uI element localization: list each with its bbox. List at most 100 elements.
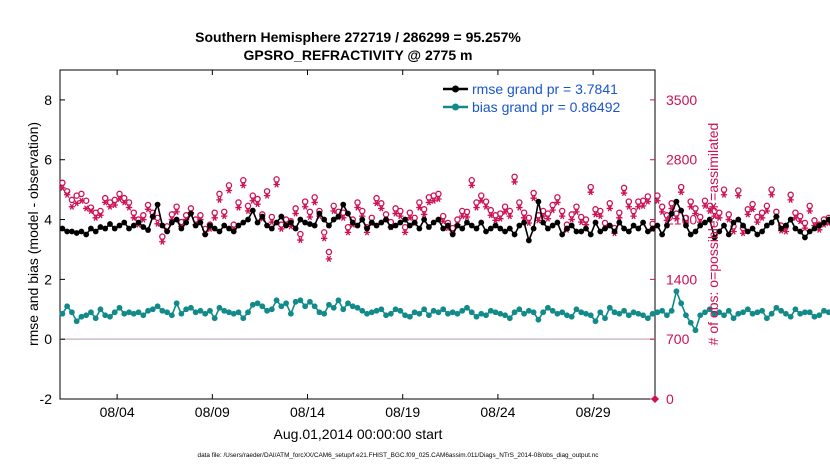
bias-point bbox=[202, 310, 209, 317]
legend-rmse-marker bbox=[452, 85, 459, 93]
obs-assimilated-point bbox=[549, 207, 556, 214]
y-left-tick-label: 4 bbox=[44, 212, 52, 228]
bias-point bbox=[145, 307, 151, 314]
obs-possible-point bbox=[263, 188, 271, 195]
obs-assimilated-point bbox=[406, 214, 414, 221]
plot-frame bbox=[59, 69, 656, 400]
bias-point bbox=[126, 309, 132, 316]
bias-point bbox=[816, 312, 823, 319]
bias-point bbox=[768, 310, 775, 317]
obs-possible-point bbox=[373, 194, 380, 202]
bias-point bbox=[340, 306, 347, 313]
rmse-point bbox=[178, 225, 185, 232]
obs-possible-point bbox=[768, 186, 775, 193]
obs-assimilated-point bbox=[597, 213, 604, 220]
obs-assimilated-point bbox=[306, 213, 314, 221]
bias-point bbox=[659, 307, 666, 314]
rmse-point bbox=[411, 219, 418, 226]
rmse-point bbox=[216, 228, 223, 235]
rmse-point bbox=[687, 231, 694, 238]
bias-point bbox=[759, 307, 765, 314]
obs-possible-point bbox=[549, 201, 556, 209]
chart-title: Southern Hemisphere 272719 / 286299 = 95… bbox=[195, 29, 521, 45]
rmse-point bbox=[183, 219, 190, 226]
bias-point bbox=[578, 309, 585, 316]
bias-point bbox=[478, 310, 485, 317]
rmse-point bbox=[611, 228, 618, 235]
bias-point bbox=[64, 303, 71, 310]
bias-point bbox=[373, 307, 380, 314]
obs-assimilated-point bbox=[763, 207, 771, 215]
x-tick-label: 08/24 bbox=[480, 404, 515, 420]
obs-assimilated-point bbox=[497, 215, 504, 222]
obs-possible-point bbox=[382, 211, 390, 218]
bias-point bbox=[173, 300, 180, 307]
obs-assimilated-point bbox=[720, 191, 728, 198]
rmse-point bbox=[502, 228, 508, 235]
obs-possible-point bbox=[530, 189, 537, 197]
rmse-point bbox=[783, 222, 789, 229]
obs-assimilated-point bbox=[106, 203, 114, 210]
rmse-point bbox=[778, 225, 785, 232]
rmse-point bbox=[287, 219, 294, 226]
obs-assimilated-point bbox=[482, 203, 490, 210]
obs-assimilated-point bbox=[511, 178, 518, 186]
obs-possible-point bbox=[520, 209, 528, 216]
rmse-point bbox=[359, 216, 366, 223]
obs-possible-point bbox=[216, 190, 223, 198]
obs-possible-point bbox=[268, 213, 276, 221]
rmse-point bbox=[787, 216, 794, 223]
obs-possible-point bbox=[501, 203, 509, 210]
rmse-point bbox=[506, 225, 513, 232]
rmse-point bbox=[649, 225, 656, 232]
bias-point bbox=[497, 310, 504, 317]
bias-point bbox=[226, 309, 232, 316]
bias-point bbox=[568, 313, 575, 320]
legend: rmse grand pr = 3.7841 bias grand pr = 0… bbox=[443, 81, 620, 115]
rmse-point bbox=[392, 222, 399, 229]
rmse-point bbox=[97, 224, 104, 230]
rmse-point bbox=[83, 231, 90, 238]
rmse-point bbox=[754, 231, 761, 238]
y-right-tick-label: 1400 bbox=[666, 271, 697, 287]
rmse-point bbox=[92, 228, 99, 235]
rmse-point bbox=[816, 222, 823, 229]
rmse-point bbox=[173, 216, 180, 223]
bias-point bbox=[797, 310, 804, 317]
obs-assimilated-point bbox=[92, 214, 99, 221]
bias-point bbox=[183, 306, 190, 313]
obs-possible-point bbox=[677, 183, 685, 191]
rmse-point bbox=[340, 201, 347, 208]
rmse-point bbox=[211, 225, 218, 232]
rmse-point bbox=[354, 222, 361, 229]
obs-assimilated-point bbox=[459, 213, 466, 220]
rmse-point bbox=[335, 213, 342, 220]
obs-assimilated-point bbox=[516, 204, 523, 211]
rmse-point bbox=[111, 225, 118, 232]
legend-rmse-label: rmse grand pr = 3.7841 bbox=[472, 81, 618, 97]
obs-assimilated-point bbox=[744, 211, 752, 218]
rmse-point bbox=[483, 228, 489, 235]
bias-point bbox=[69, 309, 75, 316]
bias-point bbox=[121, 310, 128, 317]
bias-point bbox=[130, 310, 137, 317]
bias-point bbox=[378, 306, 385, 313]
rmse-point bbox=[426, 224, 432, 230]
obs-possible-point bbox=[87, 204, 95, 211]
obs-possible-point bbox=[211, 209, 218, 216]
obs-assimilated-point bbox=[278, 225, 285, 233]
rmse-point bbox=[792, 225, 799, 232]
rmse-point bbox=[164, 228, 171, 235]
bias-point bbox=[135, 309, 142, 316]
y-right-tick-label: 2100 bbox=[666, 212, 697, 228]
rmse-point bbox=[559, 231, 566, 238]
obs-assimilated-point bbox=[768, 191, 775, 198]
obs-assimilated-point bbox=[735, 192, 742, 199]
obs-possible-point bbox=[806, 202, 813, 210]
rmse-point bbox=[430, 219, 437, 226]
bias-point bbox=[540, 309, 547, 316]
obs-possible-point bbox=[716, 209, 723, 216]
obs-possible-point bbox=[582, 216, 590, 223]
obs-assimilated-point bbox=[644, 198, 652, 205]
y-left-tick-label: 6 bbox=[44, 152, 52, 168]
